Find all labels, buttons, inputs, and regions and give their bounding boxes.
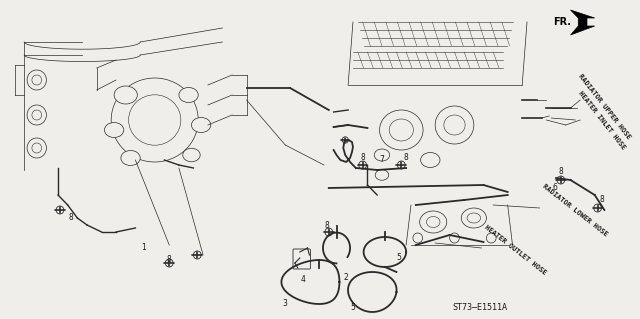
Text: 4: 4	[300, 276, 305, 285]
Circle shape	[27, 70, 47, 90]
Text: 8: 8	[167, 256, 172, 264]
Circle shape	[27, 105, 47, 125]
Circle shape	[413, 233, 422, 243]
Text: RADIATOR UPPER HOSE: RADIATOR UPPER HOSE	[577, 73, 632, 141]
Ellipse shape	[104, 122, 124, 137]
Ellipse shape	[435, 106, 474, 144]
Circle shape	[486, 233, 496, 243]
Ellipse shape	[191, 117, 211, 132]
Text: HEATER OUTLET HOSE: HEATER OUTLET HOSE	[483, 224, 547, 276]
Text: 6: 6	[552, 183, 557, 192]
Polygon shape	[570, 10, 595, 35]
Ellipse shape	[183, 148, 200, 162]
Text: 8: 8	[599, 196, 604, 204]
Text: RADIATOR LOWER HOSE: RADIATOR LOWER HOSE	[541, 183, 609, 237]
Text: 8: 8	[324, 220, 329, 229]
Ellipse shape	[114, 86, 138, 104]
Ellipse shape	[420, 152, 440, 167]
Ellipse shape	[375, 170, 388, 180]
Ellipse shape	[121, 151, 140, 166]
Text: 5: 5	[351, 302, 355, 311]
Text: FR.: FR.	[553, 17, 571, 27]
Ellipse shape	[461, 208, 486, 228]
Text: 8: 8	[404, 153, 408, 162]
Text: 8: 8	[68, 213, 73, 222]
Circle shape	[27, 138, 47, 158]
Ellipse shape	[420, 211, 447, 233]
Ellipse shape	[374, 149, 390, 161]
Ellipse shape	[111, 78, 198, 162]
Circle shape	[450, 233, 460, 243]
Text: 1: 1	[141, 243, 145, 253]
Ellipse shape	[179, 87, 198, 102]
Text: HEATER INLET HOSE: HEATER INLET HOSE	[577, 90, 627, 150]
Text: 3: 3	[283, 299, 288, 308]
Text: ST73–E1511A: ST73–E1511A	[452, 303, 508, 313]
Text: 8: 8	[360, 153, 365, 162]
Text: 7: 7	[380, 155, 385, 165]
Text: 8: 8	[559, 167, 563, 176]
Text: 5: 5	[396, 254, 401, 263]
FancyBboxPatch shape	[293, 249, 310, 269]
Text: 2: 2	[344, 273, 349, 283]
Ellipse shape	[380, 110, 423, 150]
